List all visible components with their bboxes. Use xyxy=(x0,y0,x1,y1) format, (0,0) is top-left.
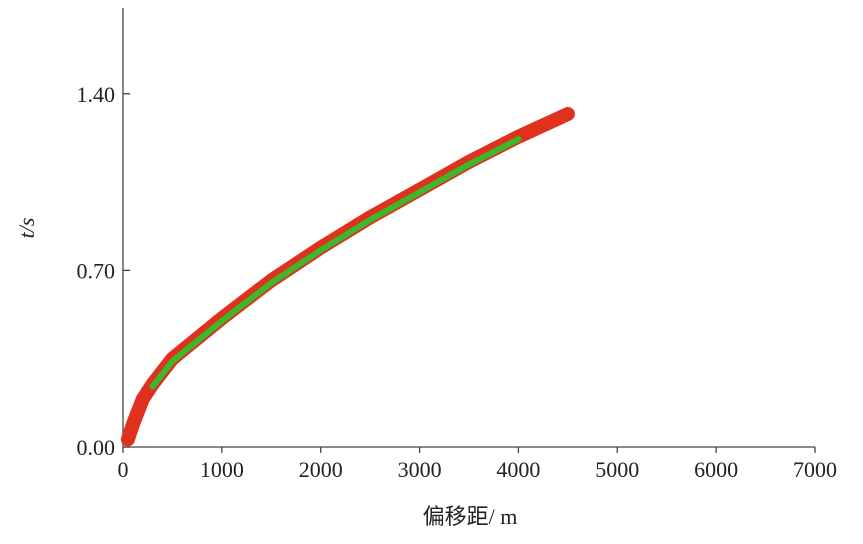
y-tick-label: 0.00 xyxy=(77,435,116,460)
x-tick-label: 0 xyxy=(118,457,129,482)
x-tick-label: 4000 xyxy=(496,457,540,482)
y-tick-label: 1.40 xyxy=(77,82,116,107)
y-axis-label: t/s xyxy=(14,218,39,239)
x-tick-label: 3000 xyxy=(398,457,442,482)
x-tick-label: 6000 xyxy=(694,457,738,482)
y-tick-label: 0.70 xyxy=(77,258,116,283)
x-axis-label: 偏移距/ m xyxy=(423,504,518,529)
x-tick-label: 2000 xyxy=(299,457,343,482)
series-band xyxy=(149,136,522,390)
series-band xyxy=(120,107,575,447)
x-tick-label: 1000 xyxy=(200,457,244,482)
x-tick-label: 7000 xyxy=(793,457,837,482)
x-tick-label: 5000 xyxy=(595,457,639,482)
